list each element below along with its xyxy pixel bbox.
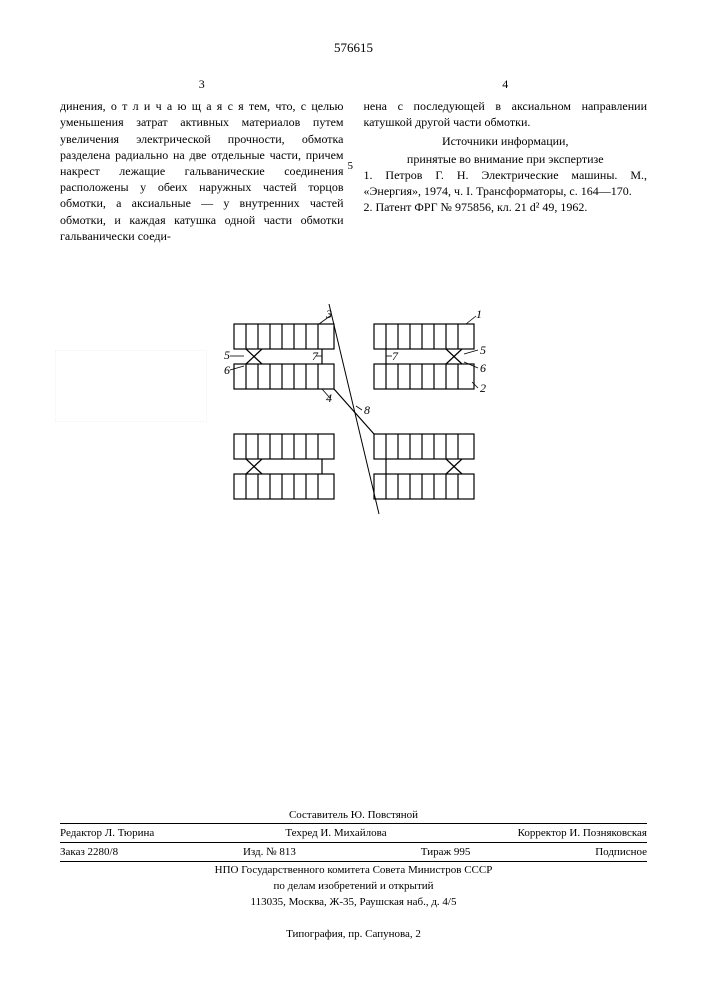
right-text-1: нена с последующей в аксиальном направле… [364,99,648,129]
label-5l: 5 [224,348,230,362]
label-5r: 5 [480,343,486,357]
org-line-1: НПО Государственного комитета Совета Мин… [60,862,647,878]
order-no: Заказ 2280/8 [60,846,118,858]
left-col-number: 3 [60,76,344,92]
text-columns: 3 динения, о т л и ч а ю щ а я с я тем, … [60,76,647,244]
source-2: 2. Патент ФРГ № 975856, кл. 21 d² 49, 19… [364,199,648,215]
left-column: 3 динения, о т л и ч а ю щ а я с я тем, … [60,76,344,244]
label-8: 8 [364,403,370,417]
source-1: 1. Петров Г. Н. Электрические машины. М.… [364,167,648,199]
label-4: 4 [326,391,332,405]
scan-artifact [55,350,207,422]
winding-diagram: 3 1 5 5 6 6 4 2 7 7 8 [204,304,504,544]
label-7r: 7 [392,349,399,363]
right-col-number: 4 [364,76,648,92]
patent-number: 576615 [60,40,647,56]
corrector: Корректор И. Позняковская [518,827,647,839]
izd-no: Изд. № 813 [243,846,296,858]
label-6r: 6 [480,361,486,375]
typography-line: Типография, пр. Сапунова, 2 [0,928,707,940]
label-6l: 6 [224,363,230,377]
footer-block: Составитель Ю. Повстяной Редактор Л. Тюр… [60,807,647,910]
compiler: Составитель Ю. Повстяной [60,807,647,823]
label-2: 2 [480,381,486,395]
label-1: 1 [476,307,482,321]
editor: Редактор Л. Тюрина [60,827,154,839]
org-line-2: по делам изобретений и открытий [60,878,647,894]
right-column: 4 нена с последующей в аксиальном направ… [364,76,648,244]
line-marker-5: 5 [348,160,354,172]
subscription: Подписное [595,846,647,858]
sources-heading-2: принятые во внимание при экспертизе [364,151,648,167]
sources-heading-1: Источники информации, [364,133,648,149]
techred: Техред И. Михайлова [285,827,386,839]
left-text: динения, о т л и ч а ю щ а я с я тем, чт… [60,99,344,243]
org-address: 113035, Москва, Ж-35, Раушская наб., д. … [60,894,647,910]
tirazh: Тираж 995 [421,846,471,858]
